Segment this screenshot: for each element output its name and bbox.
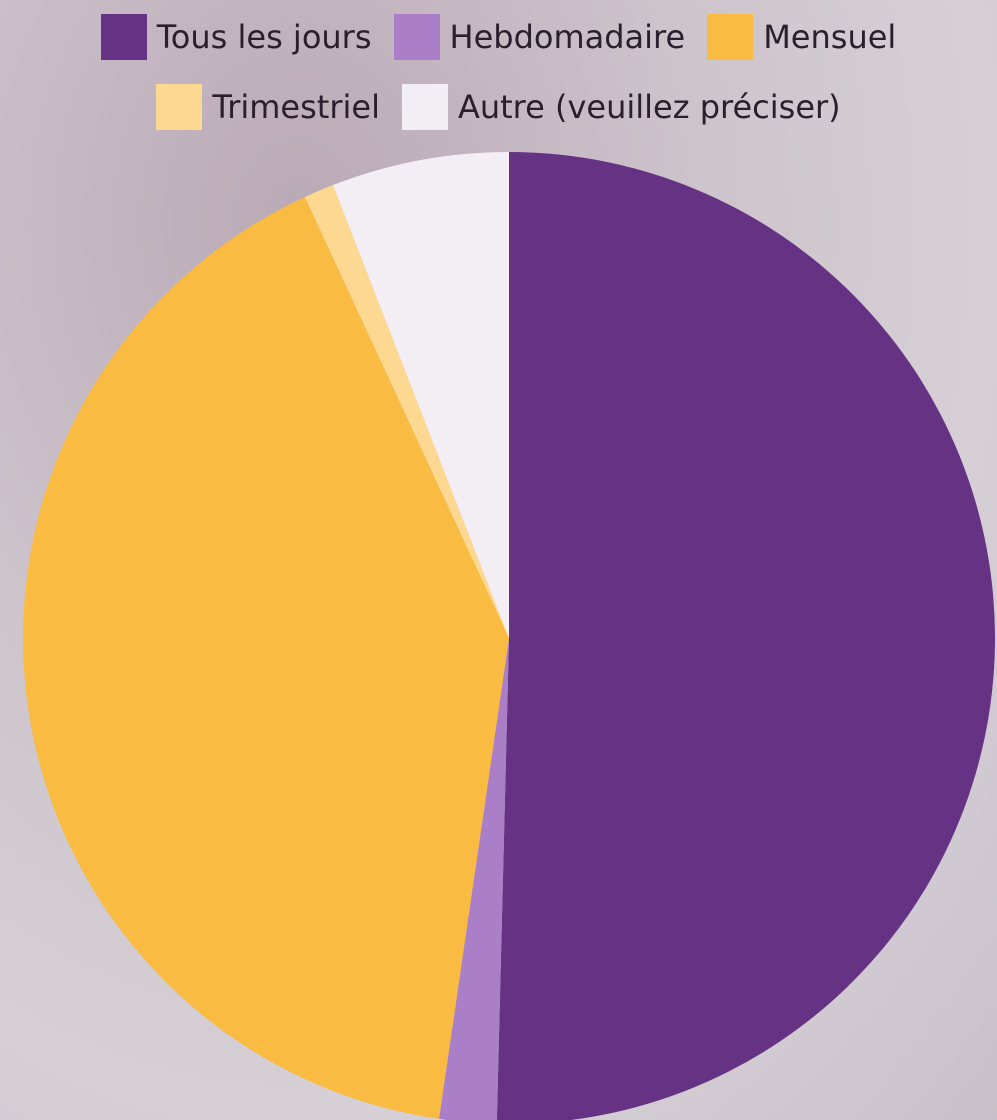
pie-slice [23,196,509,1119]
pie-slice [439,638,509,1120]
legend-item: Mensuel [707,14,896,60]
legend-swatch [156,84,203,130]
legend-label: Tous les jours [156,18,372,56]
legend-swatch [393,14,440,60]
pie-slice [496,152,995,1120]
legend-swatch [401,84,448,130]
legend-item: Hebdomadaire [393,14,686,60]
legend-label: Trimestriel [212,88,380,126]
legend-swatch [100,14,147,60]
legend-item: Tous les jours [100,14,372,60]
legend-swatch [707,14,754,60]
legend: Tous les jours Hebdomadaire Mensuel Trimest… [0,14,997,130]
legend-item: Trimestriel [156,84,380,130]
legend-label: Mensuel [763,18,897,56]
legend-label: Hebdomadaire [449,18,686,56]
pie-slice [332,152,509,638]
legend-label: Autre (veuillez préciser) [457,88,841,126]
legend-item: Autre (veuillez préciser) [401,84,841,130]
pie-slice [304,185,509,639]
